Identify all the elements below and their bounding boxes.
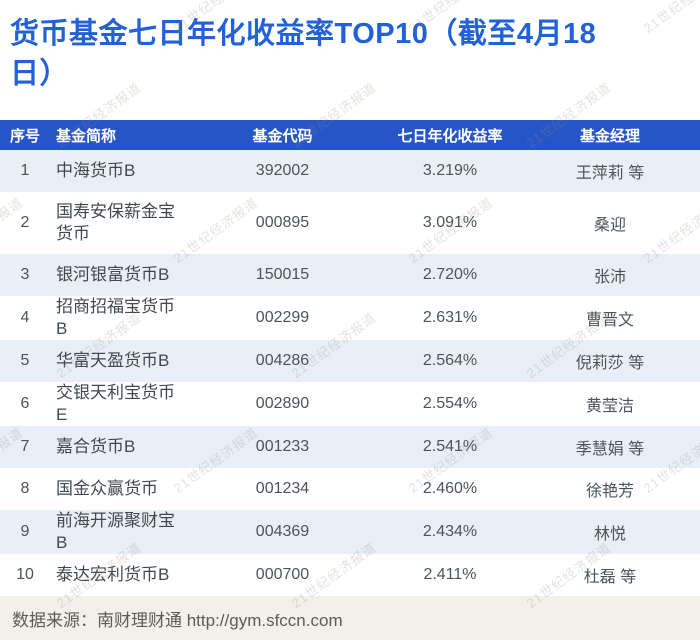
column-header-rank: 序号 bbox=[9, 127, 40, 145]
fund-name-cell: 中海货币B bbox=[56, 161, 136, 180]
manager-cell: 季慧娟 等 bbox=[575, 441, 645, 458]
fund-code-cell: 000700 bbox=[255, 566, 310, 583]
manager-cell: 张沛 bbox=[593, 269, 626, 286]
yield-cell: 2.541% bbox=[422, 438, 478, 455]
table-row: 8 国金众赢货币 001234 2.460% 徐艳芳 bbox=[0, 468, 700, 510]
fund-code-cell: 001233 bbox=[255, 438, 310, 455]
fund-name-cell: 国金众赢货币 bbox=[56, 479, 158, 498]
yield-cell: 2.411% bbox=[423, 566, 477, 583]
fund-code-cell: 001234 bbox=[255, 480, 310, 497]
column-header-yield: 七日年化收益率 bbox=[397, 127, 503, 145]
rank-cell: 8 bbox=[20, 480, 30, 497]
yield-cell: 2.554% bbox=[422, 395, 478, 412]
yield-cell: 2.460% bbox=[422, 480, 478, 497]
data-source-text: 数据来源：南财理财通 http://gym.sfccn.com bbox=[12, 610, 343, 630]
rank-cell: 5 bbox=[20, 352, 30, 369]
fund-code-cell: 004286 bbox=[255, 352, 310, 369]
rank-cell: 10 bbox=[16, 566, 34, 583]
column-header-manager: 基金经理 bbox=[579, 127, 640, 145]
fund-table: 序号 基金简称 基金代码 七日年化收益率 基金经理 1 中海货币B 392002 3.… bbox=[0, 120, 700, 596]
data-source: 数据来源：南财理财通 http://gym.sfccn.com bbox=[0, 596, 700, 640]
yield-cell: 3.219% bbox=[422, 162, 478, 179]
manager-cell: 桑迎 bbox=[593, 217, 626, 234]
yield-cell: 2.564% bbox=[422, 352, 478, 369]
table-row: 9 前海开源聚财宝B 004369 2.434% 林悦 bbox=[0, 510, 700, 554]
table-row: 4 招商招福宝货币B 002299 2.631% 曹晋文 bbox=[0, 296, 700, 340]
fund-code-cell: 002890 bbox=[255, 395, 310, 412]
table-row: 7 嘉合货币B 001233 2.541% 季慧娟 等 bbox=[0, 426, 700, 468]
rank-cell: 7 bbox=[20, 438, 30, 455]
fund-table-body: 1 中海货币B 392002 3.219% 王萍莉 等 2 国寿安保薪金宝货币 000895 3… bbox=[0, 150, 700, 596]
manager-cell: 曹晋文 bbox=[585, 312, 634, 329]
table-row: 1 中海货币B 392002 3.219% 王萍莉 等 bbox=[0, 150, 700, 192]
fund-table-header: 序号 基金简称 基金代码 七日年化收益率 基金经理 bbox=[0, 120, 700, 150]
fund-name-cell: 前海开源聚财宝B bbox=[56, 511, 175, 552]
table-row: 5 华富天盈货币B 004286 2.564% 倪莉莎 等 bbox=[0, 340, 700, 382]
rank-cell: 6 bbox=[20, 395, 30, 412]
table-row: 3 银河银富货币B 150015 2.720% 张沛 bbox=[0, 254, 700, 296]
rank-cell: 1 bbox=[20, 162, 30, 179]
fund-name-cell: 嘉合货币B bbox=[56, 437, 136, 456]
fund-code-cell: 004369 bbox=[255, 523, 310, 540]
fund-name-cell: 交银天利宝货币E bbox=[56, 383, 175, 424]
table-row: 6 交银天利宝货币E 002890 2.554% 黄莹洁 bbox=[0, 382, 700, 426]
column-header-fund-code: 基金代码 bbox=[252, 127, 313, 145]
yield-cell: 2.434% bbox=[422, 523, 478, 540]
fund-name-cell: 银河银富货币B bbox=[56, 265, 170, 284]
page-title-line2: 日） bbox=[10, 58, 70, 90]
manager-cell: 徐艳芳 bbox=[585, 483, 634, 500]
yield-cell: 2.720% bbox=[422, 266, 478, 283]
rank-cell: 2 bbox=[20, 214, 30, 231]
header-row: 序号 基金简称 基金代码 七日年化收益率 基金经理 bbox=[0, 120, 700, 150]
rank-cell: 9 bbox=[20, 523, 30, 540]
fund-name-cell: 招商招福宝货币B bbox=[56, 297, 175, 338]
column-header-fund-name: 基金简称 bbox=[56, 127, 117, 145]
fund-name-cell: 华富天盈货币B bbox=[56, 351, 170, 370]
table-row: 10 泰达宏利货币B 000700 2.411% 杜磊 等 bbox=[0, 554, 700, 596]
manager-cell: 黄莹洁 bbox=[585, 398, 634, 415]
rank-cell: 4 bbox=[20, 309, 30, 326]
yield-cell: 2.631% bbox=[422, 309, 478, 326]
manager-cell: 林悦 bbox=[593, 526, 626, 543]
rank-cell: 3 bbox=[20, 266, 30, 283]
yield-cell: 3.091% bbox=[422, 214, 478, 231]
fund-code-cell: 002299 bbox=[255, 309, 310, 326]
page-title: 货币基金七日年化收益率TOP10（截至4月18 日） bbox=[0, 0, 700, 94]
manager-cell: 倪莉莎 等 bbox=[575, 355, 645, 372]
fund-name-cell: 泰达宏利货币B bbox=[56, 565, 170, 584]
manager-cell: 王萍莉 等 bbox=[575, 165, 645, 182]
table-row: 2 国寿安保薪金宝货币 000895 3.091% 桑迎 bbox=[0, 192, 700, 254]
fund-code-cell: 392002 bbox=[255, 162, 310, 179]
fund-code-cell: 150015 bbox=[255, 266, 310, 283]
fund-name-cell: 国寿安保薪金宝货币 bbox=[56, 202, 175, 243]
manager-cell: 杜磊 等 bbox=[583, 569, 637, 586]
page-title-line1: 货币基金七日年化收益率TOP10（截至4月18 bbox=[10, 18, 597, 50]
fund-code-cell: 000895 bbox=[255, 214, 310, 231]
